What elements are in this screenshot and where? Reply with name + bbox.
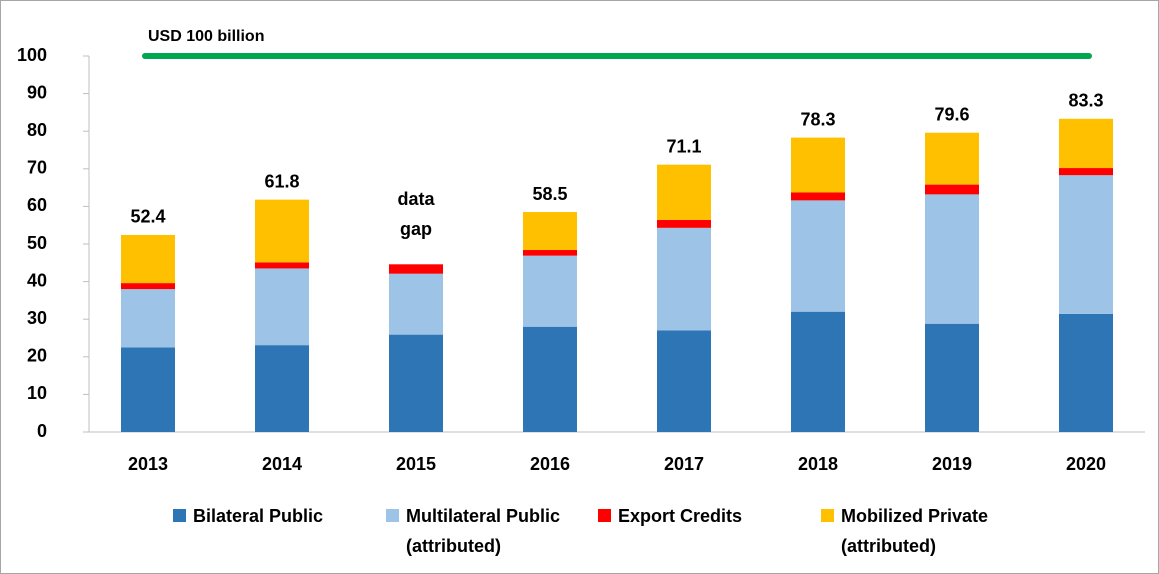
legend-swatch [598,509,611,522]
bar-segment [1059,175,1113,314]
x-tick-label: 2017 [664,454,704,474]
total-label: 71.1 [666,136,701,156]
total-label: 52.4 [130,207,165,227]
bar-segment [389,273,443,335]
total-label: 58.5 [532,184,567,204]
bar-segment [1059,118,1113,169]
bar-segment [657,164,711,220]
x-tick-label: 2019 [932,454,972,474]
y-tick-label: 60 [27,195,47,215]
bar-segment [255,199,309,263]
bar-segment [657,330,711,432]
y-tick-label: 10 [27,383,47,403]
bar-segment [925,184,979,195]
bar-segment [389,264,443,274]
y-tick-label: 90 [27,82,47,102]
bar-segment [791,137,845,193]
bar-segment [925,323,979,432]
x-tick-label: 2020 [1066,454,1106,474]
y-tick-label: 70 [27,158,47,178]
total-label: 79.6 [934,104,969,124]
bar-segment [523,212,577,251]
total-label: 83.3 [1068,91,1103,111]
bar-segment [925,132,979,185]
bar-segment [657,227,711,331]
y-tick-label: 50 [27,233,47,253]
y-tick-label: 40 [27,270,47,290]
bar-segment [389,334,443,432]
bar-segment [121,283,175,290]
y-tick-label: 30 [27,308,47,328]
bar-segment [791,200,845,312]
bar-segment [523,250,577,256]
total-label: 78.3 [800,109,835,129]
legend-swatch [173,509,186,522]
x-tick-label: 2014 [262,454,302,474]
legend-swatch [386,509,399,522]
y-tick-label: 20 [27,346,47,366]
bar-segment [791,192,845,201]
legend-label: Mobilized Private (attributed) [841,506,989,556]
bar-segment [523,255,577,327]
bar-segment [791,311,845,432]
y-tick-label: 0 [37,421,47,441]
legend-label: Bilateral Public [193,506,324,526]
bar-segment [657,219,711,228]
legend-label: Multilateral Public (attributed) [406,506,561,556]
x-tick-label: 2013 [128,454,168,474]
legend-swatch [821,509,834,522]
bar-segment [121,347,175,432]
total-label: 61.8 [264,171,299,191]
bar-segment [255,268,309,346]
x-tick-label: 2016 [530,454,570,474]
x-tick-label: 2015 [396,454,436,474]
bar-segment [121,234,175,284]
bar-segment [925,194,979,324]
bar-segment [1059,313,1113,432]
annotation: data gap [397,189,435,240]
bar-segment [121,289,175,348]
bar-segment [523,326,577,432]
y-tick-label: 80 [27,120,47,140]
bar-segment [255,262,309,269]
reference-label: USD 100 billion [148,28,264,45]
bar-segment [1059,168,1113,176]
bar-segment [255,345,309,432]
legend-label: Export Credits [618,506,743,526]
y-tick-label: 100 [17,45,47,65]
x-tick-label: 2018 [798,454,838,474]
